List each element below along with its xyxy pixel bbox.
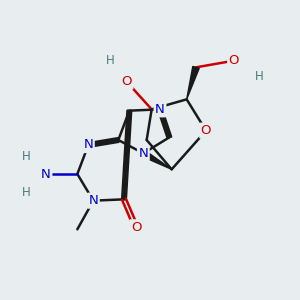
Text: N: N (88, 194, 98, 207)
Text: O: O (201, 124, 211, 137)
Polygon shape (142, 150, 172, 169)
Text: H: H (22, 185, 30, 199)
Text: N: N (139, 147, 148, 160)
Text: N: N (155, 103, 165, 116)
Polygon shape (187, 66, 199, 99)
Text: H: H (255, 70, 264, 83)
Text: N: N (41, 167, 51, 181)
Text: O: O (131, 221, 141, 234)
Text: H: H (22, 149, 30, 163)
Text: O: O (122, 75, 132, 88)
Text: N: N (83, 139, 93, 152)
Text: H: H (106, 54, 115, 67)
Text: O: O (229, 54, 239, 67)
